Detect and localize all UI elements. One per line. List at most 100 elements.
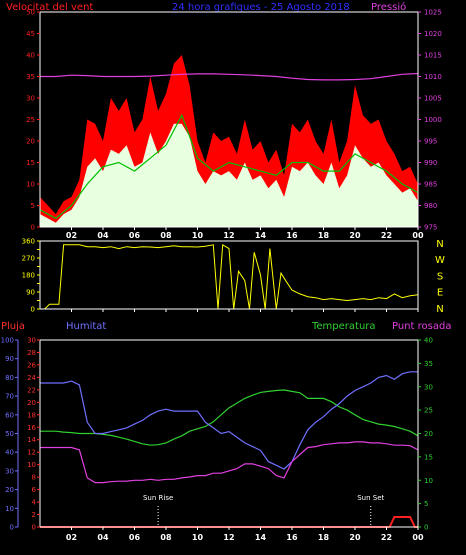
compass-letter: N [436, 304, 443, 315]
pressure-ytick-label: 1025 [424, 9, 442, 17]
rain-ytick-label: 2 [32, 511, 36, 519]
humidity-ytick-label: 40 [5, 449, 14, 457]
humidity-ytick-label: 90 [5, 355, 14, 363]
lower-xtick-label: 12 [223, 533, 234, 542]
temperature-label: Temperatura [311, 321, 376, 332]
direction-ytick-label: 180 [22, 272, 35, 280]
temp-ytick-label: 5 [424, 500, 428, 508]
humidity-ytick-label: 60 [5, 411, 14, 419]
wind-xtick-label: 14 [255, 231, 267, 240]
humidity-label: Humitat [66, 321, 106, 332]
wind-ytick-label: 45 [26, 30, 35, 38]
wind-xtick-label: 02 [66, 231, 77, 240]
lower-xtick-label: 08 [160, 533, 172, 542]
rain-label: Pluja [1, 321, 25, 332]
rain-ytick-label: 30 [27, 337, 36, 345]
lower-xtick-label: 00 [412, 533, 424, 542]
compass-letter: E [437, 288, 443, 299]
pressure-ytick-label: 1005 [424, 95, 442, 103]
direction-ytick-label: 90 [26, 289, 35, 297]
humidity-ytick-label: 10 [5, 505, 14, 513]
temp-ytick-label: 30 [424, 383, 433, 391]
wind-ytick-label: 15 [26, 159, 35, 167]
pressure-ytick-label: 1000 [424, 116, 442, 124]
wind-xtick-label: 04 [97, 231, 109, 240]
humidity-ytick-label: 50 [5, 430, 14, 438]
pressure-ytick-label: 980 [424, 202, 437, 210]
lower-xtick-label: 10 [192, 533, 204, 542]
wind-xtick-label: 16 [286, 231, 298, 240]
wind-ytick-label: 5 [31, 202, 35, 210]
pressure-ytick-label: 1015 [424, 52, 442, 60]
sun-marker-label: Sun Set [357, 494, 384, 502]
wind-xtick-label: 20 [349, 231, 361, 240]
dew-point-label: Punt rosada [392, 321, 451, 332]
direction-ytick-label: 270 [22, 255, 35, 263]
wind-ytick-label: 10 [26, 181, 35, 189]
temp-ytick-label: 0 [424, 524, 428, 532]
humidity-ytick-label: 70 [5, 393, 14, 401]
compass-letter: N [436, 239, 443, 250]
humidity-ytick-label: 0 [10, 524, 14, 532]
rain-ytick-label: 0 [32, 524, 36, 532]
wind-ytick-label: 40 [26, 52, 35, 60]
wind-xtick-label: 10 [192, 231, 204, 240]
wind-average-line [39, 113, 419, 220]
pressure-ytick-label: 995 [424, 138, 437, 146]
wind-speed-label: Velocitat del vent [6, 2, 93, 13]
wind-ytick-label: 25 [26, 116, 35, 124]
rain-ytick-label: 6 [32, 486, 37, 494]
rain-ytick-label: 20 [27, 399, 36, 407]
wind-xtick-label: 22 [381, 231, 392, 240]
rain-ytick-label: 10 [27, 461, 36, 469]
wind-ytick-label: 30 [26, 95, 35, 103]
wind-average-area [40, 123, 418, 227]
pressure-ytick-label: 990 [424, 159, 437, 167]
temp-ytick-label: 15 [424, 453, 433, 461]
humidity-ytick-label: 30 [5, 467, 14, 475]
wind-xtick-label: 08 [160, 231, 172, 240]
lower-xtick-label: 06 [129, 533, 141, 542]
sun-marker-label: Sun Rise [143, 494, 173, 502]
rain-ytick-label: 16 [27, 424, 36, 432]
rain-ytick-label: 28 [27, 349, 36, 357]
rain-ytick-label: 14 [27, 436, 36, 444]
temp-ytick-label: 35 [424, 360, 433, 368]
temperature-line [40, 389, 419, 446]
wind-pressure-panel: 0510152025303540455097598098599099510001… [26, 9, 442, 241]
pressure-label: Pressió [371, 1, 406, 13]
rain-ytick-label: 26 [27, 361, 36, 369]
graph-title: 24 hora grafiques - 25 Agosto 2018 [172, 2, 350, 13]
lower-xtick-label: 14 [255, 533, 267, 542]
temp-ytick-label: 20 [424, 430, 433, 438]
rain-ytick-label: 12 [27, 449, 36, 457]
rain-ytick-label: 22 [27, 386, 36, 394]
wind-xtick-label: 00 [412, 231, 424, 240]
pressure-ytick-label: 975 [424, 224, 437, 232]
rain-ytick-label: 4 [32, 499, 37, 507]
wind-xtick-label: 06 [129, 231, 141, 240]
pressure-ytick-label: 1020 [424, 30, 442, 38]
humidity-ytick-label: 100 [1, 337, 14, 345]
lower-xtick-label: 18 [318, 533, 330, 542]
humidity-ytick-label: 80 [5, 374, 14, 382]
humidity-ytick-label: 20 [5, 486, 14, 494]
lower-xtick-label: 22 [381, 533, 392, 542]
pressure-ytick-label: 985 [424, 181, 437, 189]
direction-ytick-label: 360 [22, 238, 35, 246]
temp-ytick-label: 10 [424, 477, 433, 485]
lower-xtick-label: 02 [66, 533, 77, 542]
dew-point-line [40, 441, 419, 484]
rain-ytick-label: 8 [32, 474, 36, 482]
lower-xtick-label: 20 [349, 533, 361, 542]
humidity-line [40, 371, 418, 470]
wind-ytick-label: 35 [26, 73, 35, 81]
wind-ytick-label: 0 [31, 224, 35, 232]
rain-ytick-label: 18 [27, 411, 36, 419]
wind-direction-line [40, 243, 419, 310]
direction-ytick-label: 0 [31, 306, 35, 314]
